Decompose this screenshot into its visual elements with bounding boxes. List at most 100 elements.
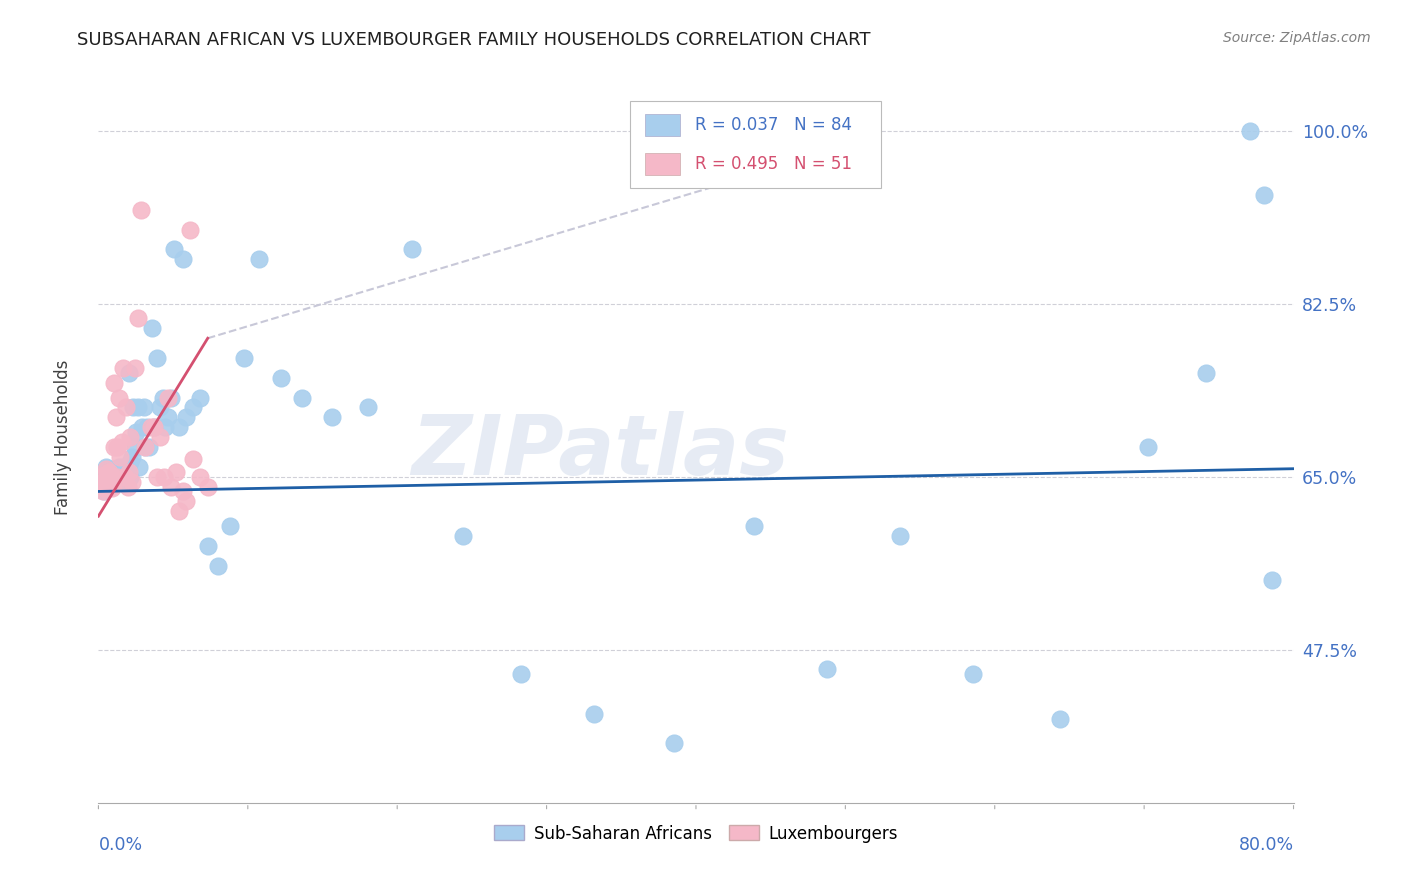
Point bbox=[117, 479, 139, 493]
Legend: Sub-Saharan Africans, Luxembourgers: Sub-Saharan Africans, Luxembourgers bbox=[488, 818, 904, 849]
Point bbox=[111, 461, 134, 475]
Point bbox=[93, 465, 115, 479]
Point bbox=[114, 467, 136, 482]
Text: R = 0.495   N = 51: R = 0.495 N = 51 bbox=[695, 155, 852, 173]
Point bbox=[247, 252, 270, 267]
Point bbox=[662, 737, 685, 751]
Point bbox=[93, 484, 115, 499]
Point bbox=[157, 391, 180, 405]
Point bbox=[141, 321, 163, 335]
Point bbox=[112, 360, 135, 375]
Point bbox=[1049, 712, 1071, 726]
Point bbox=[101, 477, 124, 491]
Point bbox=[112, 459, 135, 474]
Point bbox=[110, 450, 132, 464]
Point bbox=[172, 252, 194, 267]
Point bbox=[98, 473, 121, 487]
Point bbox=[121, 475, 143, 489]
Point bbox=[582, 706, 605, 721]
Point bbox=[103, 475, 125, 490]
Point bbox=[125, 425, 148, 439]
Point bbox=[98, 467, 121, 482]
Point bbox=[1253, 188, 1275, 202]
Text: 0.0%: 0.0% bbox=[98, 836, 142, 854]
Point bbox=[132, 401, 155, 415]
FancyBboxPatch shape bbox=[644, 153, 681, 175]
Point bbox=[94, 469, 117, 483]
Point bbox=[118, 465, 141, 479]
Point bbox=[111, 469, 134, 483]
Point bbox=[100, 475, 122, 489]
Point bbox=[135, 420, 157, 434]
Point bbox=[134, 440, 156, 454]
Point bbox=[181, 451, 204, 466]
Point bbox=[401, 242, 423, 256]
Point bbox=[145, 469, 167, 483]
Point bbox=[233, 351, 256, 365]
Point bbox=[96, 477, 118, 491]
Point bbox=[128, 459, 150, 474]
Point bbox=[1195, 366, 1218, 380]
Point bbox=[103, 376, 125, 390]
Y-axis label: Family Households: Family Households bbox=[53, 359, 72, 515]
Point bbox=[115, 465, 138, 479]
Point bbox=[190, 469, 212, 483]
Point bbox=[167, 504, 190, 518]
Text: ZIPatlas: ZIPatlas bbox=[412, 411, 789, 492]
Point bbox=[98, 479, 121, 493]
Point bbox=[101, 465, 124, 479]
Point bbox=[97, 476, 120, 491]
Point bbox=[167, 420, 190, 434]
Point bbox=[321, 410, 343, 425]
Point bbox=[157, 410, 180, 425]
Point bbox=[149, 430, 172, 444]
Point bbox=[160, 391, 183, 405]
Point bbox=[197, 479, 219, 493]
Point bbox=[120, 455, 142, 469]
Point bbox=[152, 391, 174, 405]
Point bbox=[149, 401, 172, 415]
Point bbox=[120, 469, 142, 483]
Point bbox=[120, 430, 142, 444]
Point bbox=[115, 401, 138, 415]
Point bbox=[1136, 440, 1159, 454]
Point bbox=[165, 465, 187, 479]
Point bbox=[153, 469, 176, 483]
Point bbox=[815, 662, 838, 676]
Point bbox=[90, 479, 112, 493]
Point bbox=[127, 311, 149, 326]
Point bbox=[105, 440, 128, 454]
Point bbox=[91, 484, 114, 499]
Point bbox=[118, 366, 141, 380]
Point bbox=[451, 529, 474, 543]
Point bbox=[129, 202, 152, 217]
Point bbox=[97, 465, 120, 479]
Point bbox=[160, 479, 183, 493]
Point bbox=[742, 519, 765, 533]
Point bbox=[108, 472, 131, 486]
Point bbox=[172, 484, 194, 499]
Point bbox=[110, 465, 132, 479]
Point bbox=[97, 467, 120, 482]
Point bbox=[174, 494, 197, 508]
Point bbox=[207, 558, 229, 573]
Point bbox=[105, 467, 128, 482]
Point bbox=[1239, 123, 1261, 137]
Point bbox=[138, 440, 160, 454]
Point bbox=[127, 401, 149, 415]
Point bbox=[197, 539, 219, 553]
Point bbox=[96, 469, 118, 483]
Point bbox=[122, 401, 145, 415]
FancyBboxPatch shape bbox=[644, 114, 681, 136]
Point bbox=[93, 482, 115, 496]
Point bbox=[97, 472, 120, 486]
Point bbox=[90, 475, 112, 489]
Point bbox=[100, 477, 122, 491]
Point bbox=[100, 468, 122, 483]
Point bbox=[112, 475, 135, 489]
Point bbox=[94, 461, 117, 475]
Point bbox=[190, 391, 212, 405]
Point bbox=[121, 450, 143, 464]
Point bbox=[104, 469, 127, 483]
Point bbox=[111, 435, 134, 450]
